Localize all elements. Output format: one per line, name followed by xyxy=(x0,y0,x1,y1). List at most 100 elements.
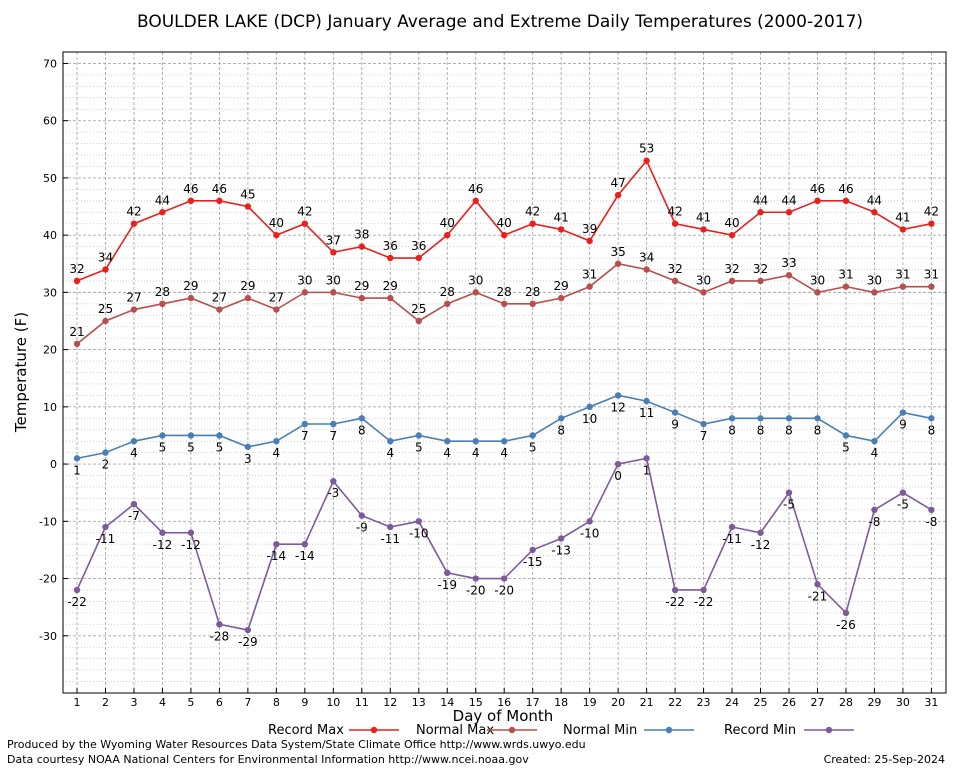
data-label: 28 xyxy=(440,285,455,299)
data-label: -10 xyxy=(580,526,600,540)
data-label: 29 xyxy=(383,279,398,293)
x-tick-label: 25 xyxy=(754,696,768,709)
data-label: 44 xyxy=(753,193,768,207)
data-label: -22 xyxy=(67,595,87,609)
data-point xyxy=(102,523,109,531)
data-point xyxy=(871,209,878,216)
data-point xyxy=(814,289,821,296)
data-label: 32 xyxy=(753,262,768,276)
data-point xyxy=(700,420,707,428)
y-tick-label: 30 xyxy=(43,286,57,299)
data-point xyxy=(444,300,451,308)
legend-marker xyxy=(825,726,833,734)
data-point xyxy=(871,289,878,296)
data-label: 32 xyxy=(724,262,739,276)
data-label: 32 xyxy=(667,262,682,276)
x-tick-label: 22 xyxy=(668,696,682,709)
data-label: 42 xyxy=(297,205,312,219)
series-normal-max: 21 25 27 28 29 27 29 27 30 30 29 29 25 28 30 28 28 29 31 35… xyxy=(69,245,939,348)
data-point xyxy=(387,254,394,262)
data-point xyxy=(928,220,935,227)
legend-item: Normal Max xyxy=(416,723,537,738)
data-label: 46 xyxy=(810,182,825,196)
data-label: 34 xyxy=(98,250,113,264)
data-label: 1 xyxy=(73,463,81,477)
data-point xyxy=(557,226,565,233)
data-label: 4 xyxy=(500,446,508,460)
data-label: 31 xyxy=(895,268,910,282)
data-label: 21 xyxy=(69,325,84,339)
data-label: 30 xyxy=(468,273,483,287)
x-tick-label: 23 xyxy=(697,696,711,709)
data-point xyxy=(301,289,309,296)
data-point xyxy=(871,437,878,445)
series-record-max: 32 34 42 44 46 46 45 40 42 37 38 36 36 40 46 40 42 41 39 47… xyxy=(69,142,939,285)
data-point xyxy=(899,489,907,496)
data-point xyxy=(728,415,736,422)
x-tick-label: 21 xyxy=(640,696,654,709)
data-label: -11 xyxy=(96,532,116,546)
data-point xyxy=(73,340,81,348)
data-label: 40 xyxy=(269,216,284,230)
data-label: 30 xyxy=(696,273,711,287)
data-label: -19 xyxy=(437,578,457,592)
data-label: 2 xyxy=(102,458,110,472)
data-label: 4 xyxy=(386,446,394,460)
x-tick-label: 4 xyxy=(159,696,166,709)
data-label: -22 xyxy=(665,595,685,609)
data-point xyxy=(899,409,907,416)
data-point xyxy=(472,437,479,445)
data-point xyxy=(728,231,736,239)
data-point xyxy=(273,437,280,445)
data-label: 40 xyxy=(440,216,455,230)
y-tick-label: 0 xyxy=(50,458,57,471)
data-label: 41 xyxy=(696,210,711,224)
data-label: 7 xyxy=(301,429,309,443)
data-label: 28 xyxy=(497,285,512,299)
data-point xyxy=(899,283,907,290)
data-point xyxy=(415,432,422,439)
data-point xyxy=(814,581,821,588)
data-label: -11 xyxy=(380,532,400,546)
data-point xyxy=(358,415,365,422)
data-point xyxy=(273,306,280,313)
data-label: 41 xyxy=(554,210,569,224)
data-point xyxy=(728,277,736,285)
data-point xyxy=(842,197,850,205)
data-point xyxy=(73,277,81,285)
data-point xyxy=(102,266,109,273)
data-label: -29 xyxy=(238,635,258,649)
data-point xyxy=(73,455,81,462)
data-label: 8 xyxy=(757,423,765,437)
data-point xyxy=(757,277,764,285)
data-label: -14 xyxy=(295,549,315,563)
data-point xyxy=(415,518,422,525)
chart-title: BOULDER LAKE (DCP) January Average and E… xyxy=(137,12,863,32)
data-label: 30 xyxy=(297,273,312,287)
y-tick-label: 70 xyxy=(43,57,57,70)
data-label: -15 xyxy=(523,555,543,569)
x-tick-label: 29 xyxy=(867,696,881,709)
y-tick-label: 40 xyxy=(43,229,57,242)
data-label: 5 xyxy=(529,440,537,454)
data-point xyxy=(501,231,508,239)
y-tick-label: 20 xyxy=(43,344,57,357)
data-point xyxy=(330,478,337,485)
data-label: 30 xyxy=(326,273,341,287)
data-point xyxy=(557,294,565,302)
data-label: -12 xyxy=(153,538,173,552)
data-label: -21 xyxy=(808,589,828,603)
data-label: 35 xyxy=(610,245,625,259)
data-point xyxy=(928,506,935,514)
x-axis-label: Day of Month xyxy=(453,707,554,725)
data-label: -20 xyxy=(494,584,514,598)
data-point xyxy=(444,569,451,577)
data-label: 40 xyxy=(497,216,512,230)
data-point xyxy=(643,455,650,462)
data-label: 44 xyxy=(781,193,796,207)
data-label: 39 xyxy=(582,222,597,236)
data-point xyxy=(301,420,309,428)
x-tick-label: 31 xyxy=(924,696,938,709)
data-point xyxy=(614,260,622,267)
data-label: -7 xyxy=(128,509,140,523)
